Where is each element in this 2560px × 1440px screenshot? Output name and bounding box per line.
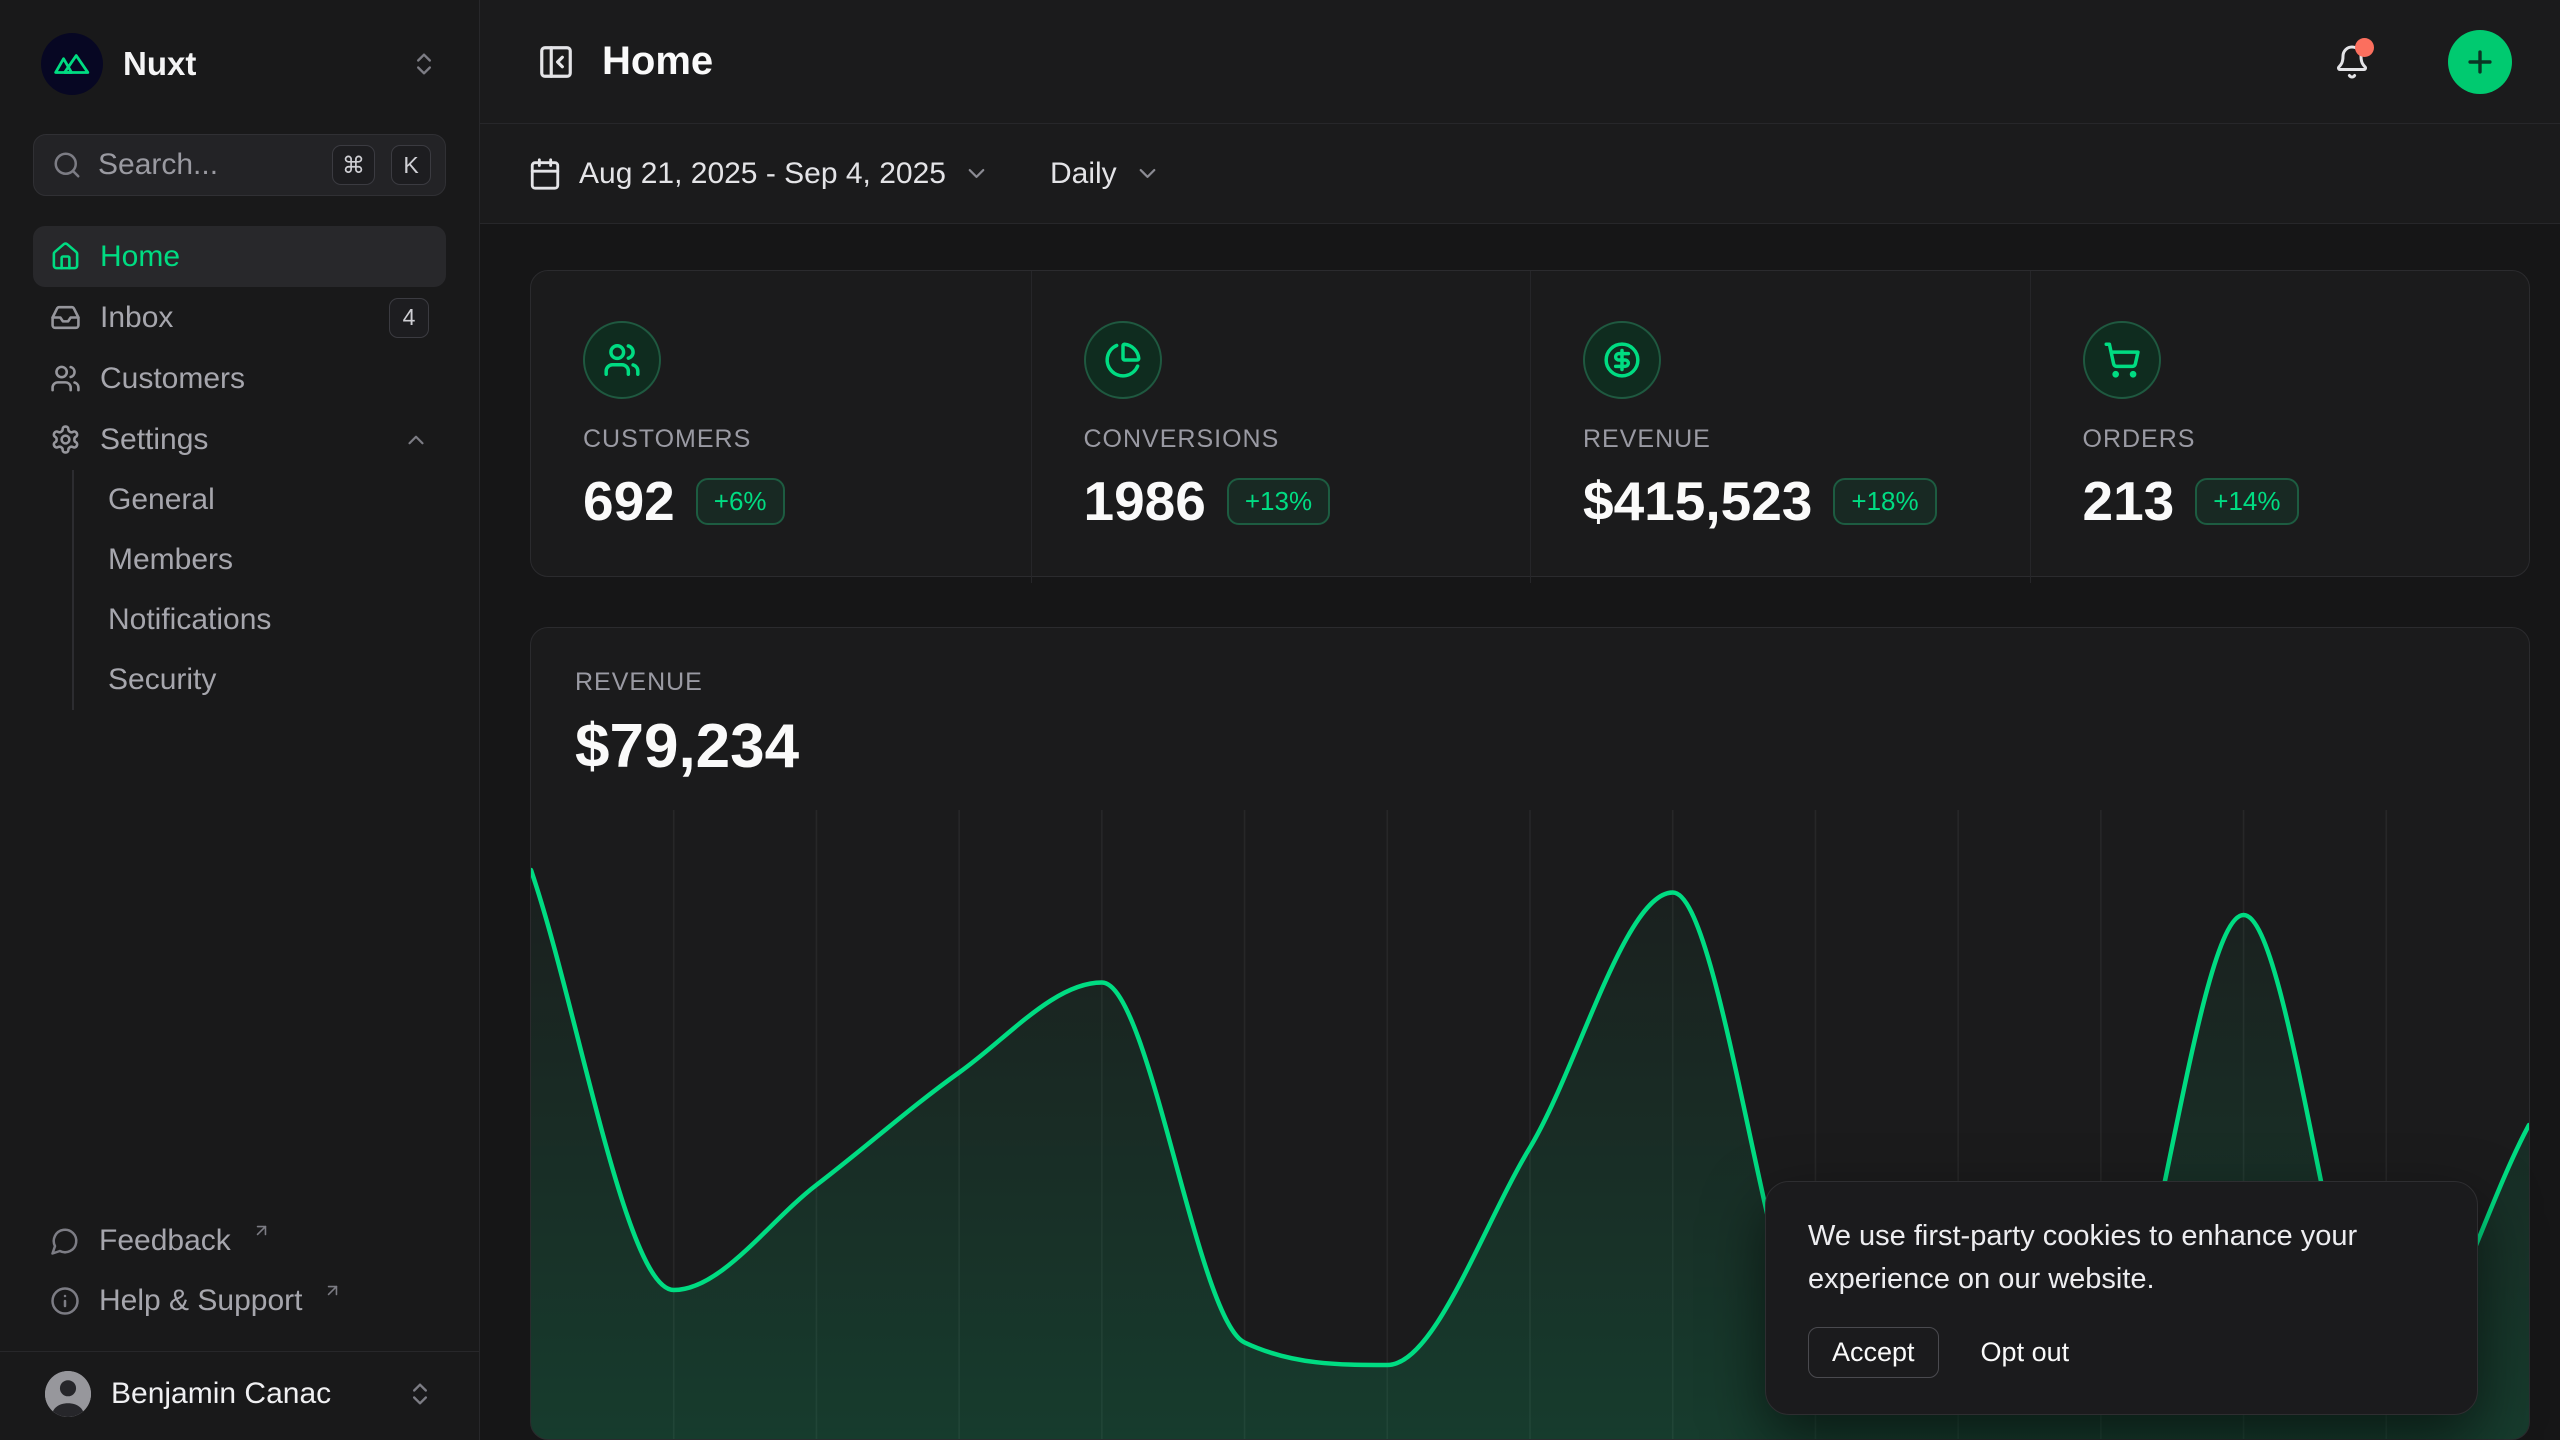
stat-conversions: CONVERSIONS 1986 +13% [1031, 271, 1531, 583]
revenue-chart-label: REVENUE [575, 668, 2485, 697]
stat-value: 692 [583, 469, 675, 533]
sidebar-item-label: Inbox [100, 301, 173, 335]
search-box[interactable]: ⌘ K [33, 134, 446, 196]
inbox-count-badge: 4 [389, 298, 429, 338]
feedback-link[interactable]: Feedback [33, 1211, 446, 1271]
stat-label: REVENUE [1583, 425, 1978, 454]
chevrons-up-down-icon [410, 50, 438, 78]
cookie-message: We use first-party cookies to enhance yo… [1808, 1215, 2435, 1301]
stat-customers: CUSTOMERS 692 +6% [531, 271, 1031, 583]
chat-bubble-icon [50, 1226, 80, 1256]
collapse-sidebar-button[interactable] [528, 34, 584, 90]
kbd-cmd: ⌘ [332, 145, 375, 185]
stat-delta-badge: +6% [696, 478, 785, 525]
pie-chart-icon [1104, 341, 1142, 379]
stat-label: ORDERS [2083, 425, 2478, 454]
filters-toolbar: Aug 21, 2025 - Sep 4, 2025 Daily [480, 124, 2560, 224]
chevron-down-icon [963, 160, 990, 187]
external-link-icon [252, 1221, 271, 1240]
stat-revenue: REVENUE $415,523 +18% [1530, 271, 2030, 583]
help-support-link[interactable]: Help & Support [33, 1271, 446, 1331]
sidebar: Nuxt ⌘ K Home Inbox 4 [0, 0, 480, 1440]
notification-dot [2355, 38, 2374, 57]
sidebar-item-label: Settings [100, 423, 208, 457]
sidebar-nav: Home Inbox 4 Customers Settings Ge [33, 226, 446, 710]
kbd-k: K [391, 145, 431, 185]
cookie-banner: We use first-party cookies to enhance yo… [1765, 1181, 2478, 1415]
opt-out-button[interactable]: Opt out [1981, 1328, 2070, 1377]
sidebar-footer: Feedback Help & Support [33, 1211, 446, 1345]
stat-label: CONVERSIONS [1084, 425, 1479, 454]
revenue-chart-value: $79,234 [575, 709, 2485, 784]
stat-delta-badge: +18% [1833, 478, 1936, 525]
sidebar-item-inbox[interactable]: Inbox 4 [33, 287, 446, 348]
calendar-icon [528, 157, 562, 191]
period-value: Daily [1050, 157, 1117, 191]
sidebar-item-general[interactable]: General [104, 470, 446, 530]
settings-submenu: General Members Notifications Security [72, 470, 446, 710]
sidebar-item-label: Home [100, 240, 180, 274]
user-name: Benjamin Canac [111, 1377, 331, 1411]
plus-icon [2463, 45, 2497, 79]
search-icon [52, 150, 82, 180]
accept-button[interactable]: Accept [1808, 1327, 1939, 1378]
sidebar-item-customers[interactable]: Customers [33, 348, 446, 409]
users-icon [603, 341, 641, 379]
stat-value: $415,523 [1583, 469, 1812, 533]
users-icon [50, 363, 81, 394]
date-range-value: Aug 21, 2025 - Sep 4, 2025 [579, 157, 946, 191]
chevron-up-icon [403, 427, 429, 453]
sidebar-item-home[interactable]: Home [33, 226, 446, 287]
stats-cards: CUSTOMERS 692 +6% CONVERSIONS 1986 +13% [530, 270, 2530, 577]
inbox-icon [50, 302, 81, 333]
stat-value: 1986 [1084, 469, 1206, 533]
shopping-cart-icon [2103, 341, 2141, 379]
sidebar-item-members[interactable]: Members [104, 530, 446, 590]
panel-collapse-icon [537, 43, 575, 81]
user-menu[interactable]: Benjamin Canac [33, 1352, 446, 1440]
sidebar-item-notifications[interactable]: Notifications [104, 590, 446, 650]
search-input[interactable] [98, 148, 316, 182]
info-circle-icon [50, 1286, 80, 1316]
nuxt-logo-icon [41, 33, 103, 95]
page-title: Home [602, 39, 713, 84]
dollar-circle-icon [1603, 341, 1641, 379]
stat-label: CUSTOMERS [583, 425, 979, 454]
notifications-button[interactable] [2324, 34, 2380, 90]
chevron-down-icon [1134, 160, 1161, 187]
chevrons-up-down-icon [406, 1380, 434, 1408]
add-button[interactable] [2448, 30, 2512, 94]
gear-icon [50, 424, 81, 455]
sidebar-item-security[interactable]: Security [104, 650, 446, 710]
date-range-picker[interactable]: Aug 21, 2025 - Sep 4, 2025 [528, 157, 990, 191]
stat-value: 213 [2083, 469, 2175, 533]
external-link-icon [323, 1281, 342, 1300]
user-avatar [45, 1371, 91, 1417]
period-select[interactable]: Daily [1050, 157, 1161, 191]
stat-delta-badge: +14% [2195, 478, 2298, 525]
workspace-name: Nuxt [123, 45, 196, 83]
page-header: Home [480, 0, 2560, 124]
workspace-switcher[interactable]: Nuxt [33, 26, 446, 102]
home-icon [50, 241, 81, 272]
sidebar-item-label: Customers [100, 362, 245, 396]
stat-orders: ORDERS 213 +14% [2030, 271, 2530, 583]
stat-delta-badge: +13% [1227, 478, 1330, 525]
sidebar-item-settings[interactable]: Settings [33, 409, 446, 470]
